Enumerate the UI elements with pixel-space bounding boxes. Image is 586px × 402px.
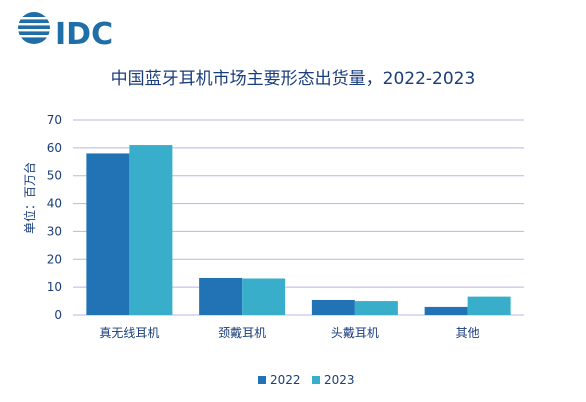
bars [86, 145, 511, 315]
legend-swatch-2022 [258, 376, 266, 384]
y-tick-label: 20 [47, 252, 62, 266]
x-tick-label: 真无线耳机 [99, 326, 159, 340]
y-tick-label: 60 [47, 141, 62, 155]
bar-2023-2 [354, 301, 398, 315]
legend: 2022 2023 [258, 373, 355, 387]
bar-2022-2 [311, 299, 355, 315]
x-tick-labels: 真无线耳机 颈戴耳机 头戴耳机 其他 [99, 325, 479, 340]
bar-2022-0 [86, 153, 130, 315]
legend-label: 2022 [270, 373, 301, 387]
y-tick-label: 50 [47, 169, 62, 183]
y-tick-label: 40 [47, 197, 62, 211]
bar-2023-1 [242, 278, 286, 315]
x-tick-label: 其他 [456, 326, 480, 340]
y-tick-labels: 0 10 20 30 40 50 60 70 [47, 113, 62, 322]
legend-swatch-2023 [312, 376, 320, 384]
chart-title: 中国蓝牙耳机市场主要形态出货量，2022-2023 [111, 69, 476, 89]
x-tick-label: 头戴耳机 [331, 325, 379, 340]
bar-2022-3 [424, 306, 468, 315]
x-tick-label: 颈戴耳机 [218, 325, 266, 340]
y-tick-label: 0 [54, 308, 62, 322]
bar-2022-1 [199, 277, 243, 315]
logo-text: IDC [55, 17, 113, 52]
globe-icon [16, 12, 52, 44]
y-axis-label: 单位：百万台 [22, 162, 37, 234]
y-tick-label: 70 [47, 113, 62, 127]
idc-logo: IDC [16, 12, 113, 52]
legend-label: 2023 [324, 373, 355, 387]
bar-2023-3 [467, 296, 511, 315]
y-tick-label: 30 [47, 224, 62, 238]
y-tick-label: 10 [47, 280, 62, 294]
bar-2023-0 [129, 145, 173, 315]
